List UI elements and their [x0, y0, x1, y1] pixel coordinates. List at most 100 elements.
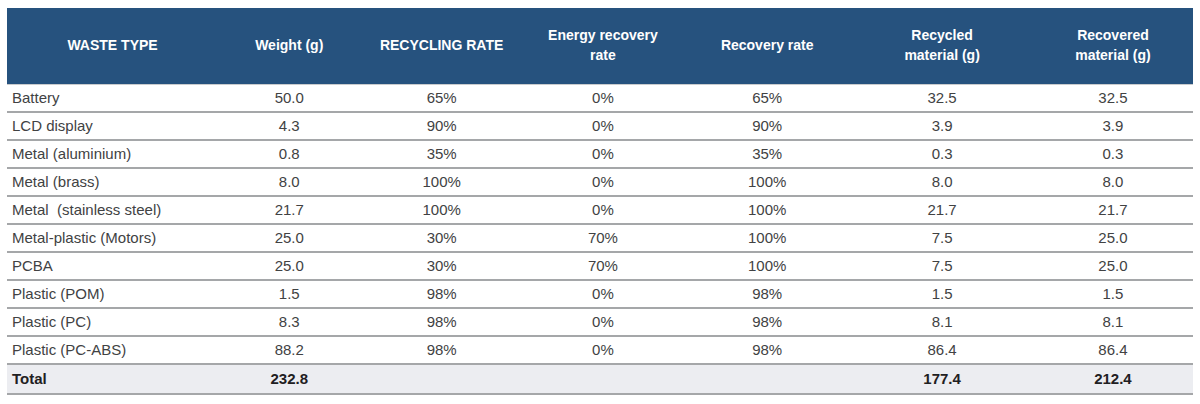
value-cell: 25.0 — [1033, 252, 1193, 280]
value-cell: 100% — [683, 168, 851, 196]
waste-type-cell: LCD display — [7, 112, 218, 140]
value-cell: 70% — [523, 224, 683, 252]
value-cell: 7.5 — [851, 252, 1032, 280]
waste-type-cell: Plastic (POM) — [7, 280, 218, 308]
value-cell: 0% — [523, 308, 683, 336]
total-recovery-rate — [683, 364, 851, 394]
col-header-label: Weight (g) — [255, 36, 323, 56]
value-cell: 0% — [523, 168, 683, 196]
waste-type-cell: Plastic (PC) — [7, 308, 218, 336]
value-cell: 3.9 — [851, 112, 1032, 140]
col-header-label: Recycled material (g) — [886, 26, 998, 65]
value-cell: 8.1 — [851, 308, 1032, 336]
col-header-recovered-material: Recovered material (g) — [1033, 8, 1193, 84]
col-header-label: WASTE TYPE — [67, 36, 157, 56]
table-row: Metal-plastic (Motors)25.030%70%100%7.52… — [7, 224, 1193, 252]
col-header-label: Recovered material (g) — [1057, 26, 1169, 65]
value-cell: 25.0 — [218, 224, 360, 252]
value-cell: 0% — [523, 196, 683, 224]
value-cell: 1.5 — [218, 280, 360, 308]
table-row: Plastic (PC)8.398%0%98%8.18.1 — [7, 308, 1193, 336]
value-cell: 98% — [683, 280, 851, 308]
waste-type-cell: Metal (stainless steel) — [7, 196, 218, 224]
col-header-energy-recovery-rate: Energy recovery rate — [523, 8, 683, 84]
value-cell: 98% — [683, 336, 851, 364]
waste-type-cell: Metal (aluminium) — [7, 140, 218, 168]
value-cell: 25.0 — [1033, 224, 1193, 252]
table-row: Battery50.065%0%65%32.532.5 — [7, 84, 1193, 112]
value-cell: 70% — [523, 252, 683, 280]
value-cell: 32.5 — [851, 84, 1032, 112]
col-header-label: Recovery rate — [721, 36, 814, 56]
value-cell: 90% — [683, 112, 851, 140]
table-header: WASTE TYPE Weight (g) RECYCLING RATE Ene… — [7, 8, 1193, 84]
col-header-recycled-material: Recycled material (g) — [851, 8, 1032, 84]
value-cell: 8.1 — [1033, 308, 1193, 336]
value-cell: 98% — [360, 308, 522, 336]
col-header-recovery-rate: Recovery rate — [683, 8, 851, 84]
value-cell: 21.7 — [851, 196, 1032, 224]
total-recovered-material: 212.4 — [1033, 364, 1193, 394]
value-cell: 90% — [360, 112, 522, 140]
total-recycling-rate — [360, 364, 522, 394]
waste-recycling-table-container: WASTE TYPE Weight (g) RECYCLING RATE Ene… — [7, 8, 1193, 395]
value-cell: 65% — [360, 84, 522, 112]
value-cell: 100% — [360, 168, 522, 196]
value-cell: 0% — [523, 112, 683, 140]
col-header-label: RECYCLING RATE — [380, 36, 503, 56]
table-row: Plastic (PC-ABS)88.298%0%98%86.486.4 — [7, 336, 1193, 364]
value-cell: 0.3 — [1033, 140, 1193, 168]
total-recycled-material: 177.4 — [851, 364, 1032, 394]
waste-type-cell: Metal-plastic (Motors) — [7, 224, 218, 252]
value-cell: 50.0 — [218, 84, 360, 112]
value-cell: 0.8 — [218, 140, 360, 168]
total-energy-recovery-rate — [523, 364, 683, 394]
table-row: LCD display4.390%0%90%3.93.9 — [7, 112, 1193, 140]
value-cell: 98% — [683, 308, 851, 336]
header-row: WASTE TYPE Weight (g) RECYCLING RATE Ene… — [7, 8, 1193, 84]
value-cell: 4.3 — [218, 112, 360, 140]
value-cell: 30% — [360, 252, 522, 280]
table-row: PCBA25.030%70%100%7.525.0 — [7, 252, 1193, 280]
col-header-recycling-rate: RECYCLING RATE — [360, 8, 522, 84]
value-cell: 100% — [360, 196, 522, 224]
value-cell: 98% — [360, 336, 522, 364]
table-row: Metal (stainless steel)21.7100%0%100%21.… — [7, 196, 1193, 224]
col-header-waste-type: WASTE TYPE — [7, 8, 218, 84]
value-cell: 0% — [523, 140, 683, 168]
value-cell: 8.0 — [218, 168, 360, 196]
waste-type-cell: Battery — [7, 84, 218, 112]
value-cell: 8.0 — [1033, 168, 1193, 196]
waste-type-cell: Metal (brass) — [7, 168, 218, 196]
value-cell: 86.4 — [1033, 336, 1193, 364]
col-header-weight: Weight (g) — [218, 8, 360, 84]
value-cell: 25.0 — [218, 252, 360, 280]
total-label: Total — [7, 364, 218, 394]
value-cell: 65% — [683, 84, 851, 112]
value-cell: 100% — [683, 252, 851, 280]
value-cell: 7.5 — [851, 224, 1032, 252]
col-header-label: Energy recovery rate — [547, 26, 659, 65]
value-cell: 100% — [683, 196, 851, 224]
table-row: Metal (brass)8.0100%0%100%8.08.0 — [7, 168, 1193, 196]
waste-type-cell: Plastic (PC-ABS) — [7, 336, 218, 364]
value-cell: 8.0 — [851, 168, 1032, 196]
value-cell: 3.9 — [1033, 112, 1193, 140]
value-cell: 8.3 — [218, 308, 360, 336]
value-cell: 0.3 — [851, 140, 1032, 168]
value-cell: 0% — [523, 336, 683, 364]
waste-type-cell: PCBA — [7, 252, 218, 280]
value-cell: 0% — [523, 84, 683, 112]
value-cell: 86.4 — [851, 336, 1032, 364]
value-cell: 21.7 — [218, 196, 360, 224]
table-footer: Total 232.8 177.4 212.4 — [7, 364, 1193, 394]
value-cell: 1.5 — [1033, 280, 1193, 308]
total-row: Total 232.8 177.4 212.4 — [7, 364, 1193, 394]
value-cell: 0% — [523, 280, 683, 308]
total-weight: 232.8 — [218, 364, 360, 394]
value-cell: 1.5 — [851, 280, 1032, 308]
table-body: Battery50.065%0%65%32.532.5LCD display4.… — [7, 84, 1193, 364]
value-cell: 30% — [360, 224, 522, 252]
table-row: Metal (aluminium)0.835%0%35%0.30.3 — [7, 140, 1193, 168]
value-cell: 100% — [683, 224, 851, 252]
